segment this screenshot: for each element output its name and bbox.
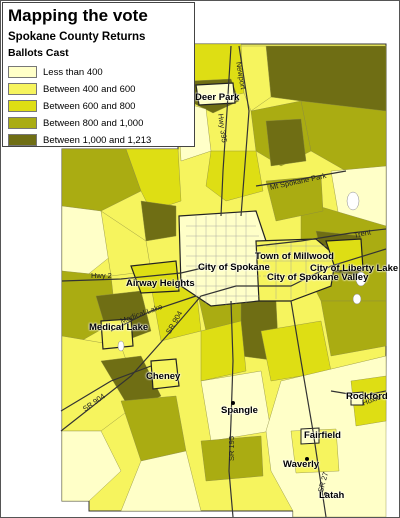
airway-heights-area xyxy=(130,260,180,294)
precinct-north-mid xyxy=(240,45,272,112)
precinct-s-olive xyxy=(200,435,264,482)
precinct-west-olive xyxy=(61,148,142,212)
precinct-se-olive xyxy=(320,300,387,357)
lake-1 xyxy=(346,191,360,211)
road-label-sr-195: SR 195 xyxy=(227,435,236,461)
precinct-west-dark xyxy=(140,200,177,242)
precinct-mid-yellow xyxy=(205,150,264,202)
place-label-latah: Latah xyxy=(319,490,345,501)
legend-swatch xyxy=(8,66,37,78)
legend-entry-label: Less than 400 xyxy=(43,66,103,78)
i90-line xyxy=(60,248,387,432)
legend-entry: Less than 400 xyxy=(8,64,103,80)
lakes xyxy=(117,191,367,352)
deer-park-area xyxy=(195,82,236,106)
mt-spokane-line xyxy=(255,170,347,187)
precinct-sw-dark2 xyxy=(100,355,162,412)
place-label-millwood: Town of Millwood xyxy=(255,251,334,262)
legend-entry: Between 1,000 and 1,213 xyxy=(8,132,151,148)
legend-swatch xyxy=(8,83,37,95)
precinct-west-pale xyxy=(61,205,112,277)
hwy2-line xyxy=(61,265,212,282)
legend-entry-label: Between 1,000 and 1,213 xyxy=(43,134,152,146)
hwy-395-line xyxy=(220,45,232,217)
legend-swatch xyxy=(8,134,37,146)
sr27-line xyxy=(290,300,327,517)
place-label-cheney: Cheney xyxy=(146,371,181,382)
legend-entry: Between 400 and 600 xyxy=(8,81,135,97)
place-label-waverly: Waverly xyxy=(283,459,320,470)
legend-entry-label: Between 600 and 800 xyxy=(43,100,136,112)
place-label-spokane: City of Spokane xyxy=(198,262,270,273)
legend-swatch xyxy=(8,117,37,129)
legend-entry-label: Between 800 and 1,000 xyxy=(43,117,144,129)
street-grid xyxy=(186,212,331,305)
marker-latah xyxy=(324,492,328,496)
legend-entry-label: Between 400 and 600 xyxy=(43,83,136,95)
place-label-medical-lake: Medical Lake xyxy=(89,322,149,333)
precinct-sw-pale xyxy=(61,430,122,502)
legend-entry: Between 800 and 1,000 xyxy=(8,115,143,131)
precinct-central-yellow xyxy=(200,320,247,382)
marker-waverly xyxy=(305,457,309,461)
liberty-lake-area xyxy=(325,238,364,272)
marker-spangle xyxy=(231,401,235,405)
precinct-mid-olive xyxy=(265,175,324,222)
medical-lake-line xyxy=(110,295,197,332)
legend-title: Mapping the vote xyxy=(8,6,148,25)
trent-line xyxy=(255,228,387,247)
hoxie-line xyxy=(330,390,387,397)
place-label-rockford: Rockford xyxy=(346,391,388,402)
sr904-line xyxy=(60,365,152,412)
lake-2 xyxy=(355,271,367,287)
place-markers xyxy=(231,401,328,496)
lake-4 xyxy=(117,340,125,352)
road-label-hwy-2: Hwy 2 xyxy=(91,271,112,280)
highways xyxy=(60,45,387,517)
cheney-area xyxy=(150,358,180,390)
legend: Mapping the vote Spokane County Returns … xyxy=(2,2,195,147)
newport-line xyxy=(238,45,250,217)
legend-entry: Between 600 and 800 xyxy=(8,98,135,114)
precinct-s-pale xyxy=(120,450,202,512)
medical-lake-area xyxy=(100,318,134,350)
precinct-ne-dark xyxy=(265,118,307,167)
place-label-liberty-lake: City of Liberty Lake xyxy=(310,263,399,274)
precinct-rockford-yellow xyxy=(350,375,387,427)
legend-swatch xyxy=(8,100,37,112)
legend-caption: Ballots Cast xyxy=(8,47,69,59)
place-label-deer-park: Deer Park xyxy=(195,92,240,103)
lake-3 xyxy=(352,293,362,305)
legend-subtitle: Spokane County Returns xyxy=(8,31,146,43)
place-label-fairfield: Fairfield xyxy=(304,430,341,441)
spokane-city-area xyxy=(178,210,267,307)
place-label-spangle: Spangle xyxy=(221,405,258,416)
sr195-line xyxy=(228,300,234,517)
place-label-spokane-valley: City of Spokane Valley xyxy=(267,272,369,283)
place-label-airway-heights: Airway Heights xyxy=(126,278,195,289)
